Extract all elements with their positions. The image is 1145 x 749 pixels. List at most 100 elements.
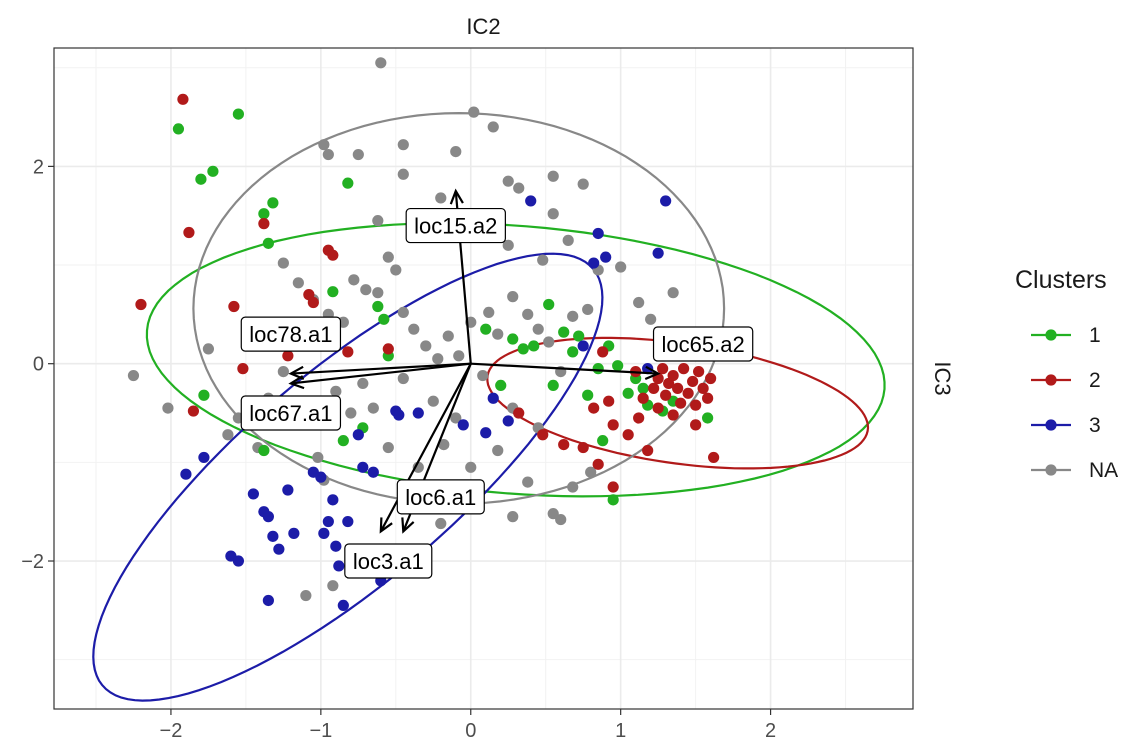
legend-key-point bbox=[1045, 419, 1057, 431]
point-cluster-3 bbox=[487, 392, 499, 404]
arrowhead bbox=[401, 517, 415, 534]
point-cluster-na bbox=[372, 287, 384, 299]
arrow-loc78-a1 bbox=[290, 362, 471, 375]
point-cluster-1 bbox=[517, 343, 529, 355]
point-cluster-1 bbox=[258, 208, 270, 220]
point-cluster-1 bbox=[567, 346, 579, 358]
point-cluster-2 bbox=[327, 249, 339, 261]
arrow-label-text: loc15.a2 bbox=[414, 214, 497, 239]
point-cluster-1 bbox=[172, 123, 185, 135]
point-cluster-na bbox=[357, 377, 369, 390]
point-cluster-2 bbox=[597, 346, 609, 358]
point-cluster-1 bbox=[592, 363, 604, 375]
legend-key-point bbox=[1045, 464, 1057, 476]
arrow-labels: loc15.a2 loc78.a1 loc67.a1 loc65.a2 loc6.a1 l… bbox=[240, 207, 754, 579]
point-cluster-1 bbox=[342, 177, 354, 189]
arrow-label-box bbox=[344, 543, 433, 579]
point-cluster-3 bbox=[352, 429, 364, 441]
arrow-label-box bbox=[405, 207, 506, 244]
point-cluster-2 bbox=[513, 407, 525, 419]
point-cluster-na bbox=[615, 261, 627, 273]
arrow-loc65-a2 bbox=[470, 362, 659, 375]
arrow-label-text: loc3.a1 bbox=[353, 549, 424, 574]
point-cluster-3 bbox=[393, 409, 405, 421]
point-cluster-na bbox=[162, 402, 174, 414]
point-cluster-na bbox=[468, 106, 480, 118]
point-cluster-1 bbox=[597, 435, 609, 447]
point-cluster-na bbox=[420, 340, 432, 352]
point-cluster-1 bbox=[558, 326, 570, 338]
point-cluster-2 bbox=[672, 382, 684, 394]
point-cluster-na bbox=[507, 291, 519, 303]
point-cluster-3 bbox=[412, 407, 424, 419]
point-cluster-1 bbox=[607, 494, 619, 506]
point-cluster-na bbox=[502, 175, 514, 187]
point-cluster-3 bbox=[330, 540, 342, 552]
point-cluster-na bbox=[318, 139, 330, 151]
point-cluster-1 bbox=[622, 387, 634, 399]
point-cluster-3 bbox=[273, 543, 285, 555]
point-cluster-1 bbox=[495, 379, 507, 392]
point-cluster-1 bbox=[582, 389, 594, 401]
legend-key-point bbox=[1045, 329, 1057, 341]
point-cluster-3 bbox=[282, 484, 294, 496]
point-cluster-na bbox=[450, 412, 462, 424]
point-cluster-na bbox=[465, 461, 477, 473]
point-cluster-na bbox=[352, 148, 364, 161]
x-tick-label: −1 bbox=[309, 720, 332, 742]
point-cluster-na bbox=[492, 328, 504, 340]
arrow-label-text: loc67.a1 bbox=[249, 401, 332, 426]
arrow-label-text: loc65.a2 bbox=[662, 332, 745, 357]
cluster-ellipses bbox=[92, 111, 886, 702]
y-axis-title: IC3 bbox=[930, 361, 955, 395]
point-cluster-na bbox=[292, 277, 304, 289]
y-tick-label: 2 bbox=[33, 156, 44, 178]
point-cluster-2 bbox=[682, 387, 694, 399]
point-cluster-2 bbox=[592, 458, 604, 470]
point-cluster-na bbox=[522, 476, 534, 488]
point-cluster-na bbox=[477, 369, 489, 382]
point-cluster-2 bbox=[705, 372, 717, 385]
point-cluster-2 bbox=[648, 382, 660, 394]
x-tick-label: 2 bbox=[765, 720, 776, 742]
legend-label-na: NA bbox=[1089, 459, 1118, 482]
legend-label-2: 2 bbox=[1089, 369, 1101, 392]
arrow-label-loc65-a2: loc65.a2 bbox=[652, 326, 754, 362]
x-axis-title: IC2 bbox=[466, 14, 500, 39]
point-cluster-na bbox=[397, 139, 409, 151]
y-tick-label: −2 bbox=[21, 551, 44, 573]
point-cluster-1 bbox=[207, 165, 219, 177]
point-cluster-na bbox=[345, 407, 357, 419]
point-cluster-na bbox=[442, 330, 454, 342]
axis-ticks: −2 −1 0 1 2 −2 0 2 bbox=[21, 156, 776, 742]
arrow-label-box bbox=[396, 479, 485, 515]
point-cluster-3 bbox=[262, 511, 274, 523]
point-cluster-na bbox=[312, 451, 324, 464]
point-cluster-3 bbox=[652, 247, 664, 259]
point-cluster-2 bbox=[177, 93, 189, 105]
point-cluster-2 bbox=[382, 343, 394, 355]
point-cluster-na bbox=[432, 353, 444, 365]
legend-key-point bbox=[1045, 374, 1057, 386]
point-cluster-na bbox=[532, 323, 544, 335]
arrow-label-box bbox=[240, 316, 342, 352]
arrow-label-text: loc78.a1 bbox=[249, 322, 332, 347]
legend-label-3: 3 bbox=[1089, 414, 1101, 437]
point-cluster-2 bbox=[187, 405, 200, 417]
point-cluster-2 bbox=[637, 392, 649, 404]
point-cluster-na bbox=[397, 306, 409, 318]
point-cluster-2 bbox=[667, 369, 679, 382]
point-cluster-na bbox=[382, 441, 394, 454]
point-cluster-2 bbox=[282, 350, 294, 362]
point-cluster-2 bbox=[228, 300, 240, 313]
point-cluster-1 bbox=[637, 382, 649, 394]
point-cluster-1 bbox=[543, 298, 555, 311]
point-cluster-3 bbox=[318, 527, 330, 539]
y-tick-label: 0 bbox=[33, 354, 44, 376]
point-cluster-1 bbox=[258, 444, 270, 457]
point-cluster-na bbox=[348, 274, 360, 286]
point-cluster-na bbox=[582, 303, 594, 316]
point-cluster-2 bbox=[708, 451, 720, 464]
point-cluster-1 bbox=[195, 173, 207, 185]
